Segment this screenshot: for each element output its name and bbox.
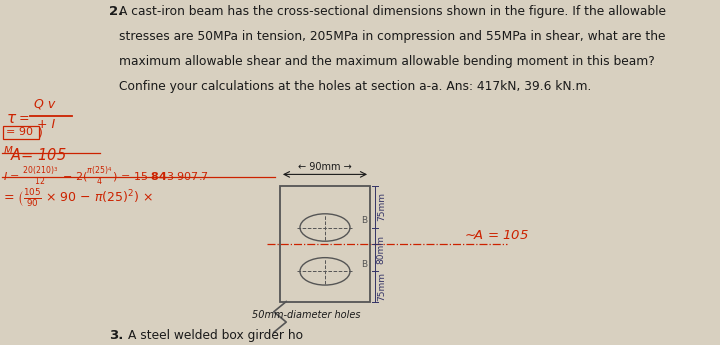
Text: $\tau$: $\tau$ [6,111,17,126]
Text: = $\left(\frac{105}{90}\right.$ $\times$ 90 $-$ $\pi$(25)$^2$$\left.\right)$ $\t: = $\left(\frac{105}{90}\right.$ $\times$… [3,187,153,209]
Bar [280,186,370,302]
Text: $^{M\!}A$= 105: $^{M\!}A$= 105 [3,146,67,164]
Text: 75mm: 75mm [377,272,386,301]
Text: $I$ = $\frac{20(210)^3}{12}$ $-$ 2($\frac{\pi(25)^4}{4}$) = 15 $\mathbf{84}$3 90: $I$ = $\frac{20(210)^3}{12}$ $-$ 2($\fra… [3,165,209,187]
Circle shape [300,214,350,241]
Text: = 90: = 90 [6,127,33,137]
Circle shape [300,258,350,285]
Text: =: = [19,112,30,125]
Text: + I: + I [37,118,55,131]
Text: maximum allowable shear and the maximum allowable bending moment in this beam?: maximum allowable shear and the maximum … [119,55,654,68]
Text: A cast-iron beam has the cross-sectional dimensions shown in the figure. If the : A cast-iron beam has the cross-sectional… [119,5,666,18]
Text: B: B [361,216,367,225]
Text: A steel welded box girder ho: A steel welded box girder ho [128,329,303,342]
Text: Q v: Q v [35,98,55,111]
Text: 2.: 2. [109,5,124,18]
Text: Confine your calculations at the holes at section a-a. Ans: 417kN, 39.6 kN.m.: Confine your calculations at the holes a… [119,80,591,93]
Text: 75mm: 75mm [377,193,386,221]
Text: 50mm-diameter holes: 50mm-diameter holes [252,310,361,320]
Text: stresses are 50MPa in tension, 205MPa in compression and 55MPa in shear, what ar: stresses are 50MPa in tension, 205MPa in… [119,30,665,43]
Text: ← 90mm →: ← 90mm → [298,162,352,172]
Text: $\sim\!\!A$ = 105: $\sim\!\!A$ = 105 [462,229,530,242]
Text: 3.: 3. [109,329,124,342]
Text: ): ) [37,127,42,140]
Text: B: B [361,260,367,269]
Text: 80mm: 80mm [377,235,386,264]
